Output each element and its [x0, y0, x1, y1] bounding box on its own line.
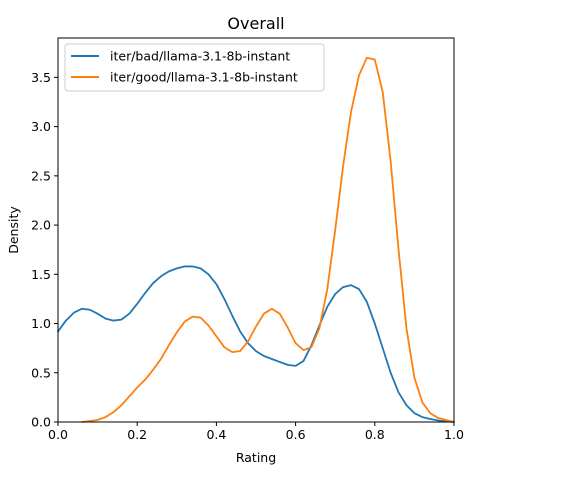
y-axis-label: Density [6, 206, 21, 254]
y-tick-label: 1.5 [31, 267, 51, 282]
y-tick-label: 1.0 [31, 316, 51, 331]
legend-label-good: iter/good/llama-3.1-8b-instant [110, 70, 298, 85]
x-tick-label: 0.8 [365, 427, 385, 442]
x-tick-label: 0.2 [127, 427, 147, 442]
y-tick-label: 2.0 [31, 218, 51, 233]
y-tick-label: 3.5 [31, 70, 51, 85]
chart-title: Overall [227, 14, 284, 33]
x-tick-label: 1.0 [444, 427, 464, 442]
x-axis-label: Rating [236, 450, 276, 465]
x-tick-label: 0.4 [206, 427, 226, 442]
y-tick-label: 2.5 [31, 168, 51, 183]
x-tick-label: 0.0 [48, 427, 68, 442]
y-tick-label: 3.0 [31, 119, 51, 134]
y-tick-label: 0.5 [31, 365, 51, 380]
y-tick-label: 0.0 [31, 415, 51, 430]
legend-label-bad: iter/bad/llama-3.1-8b-instant [110, 49, 290, 64]
legend: iter/bad/llama-3.1-8b-instant iter/good/… [65, 44, 324, 91]
x-tick-label: 0.6 [286, 427, 306, 442]
